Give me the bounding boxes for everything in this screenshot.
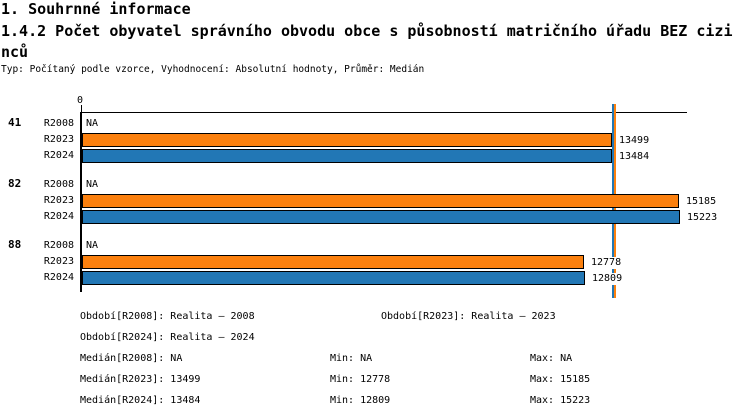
- bar-value-label: 13499: [618, 135, 651, 147]
- legend-min-r2024: Min: 12809: [330, 395, 391, 406]
- legend-period-r2023: Období[R2023]: Realita – 2023: [381, 311, 556, 322]
- na-value-label: NA: [86, 118, 99, 129]
- legend-max-r2024: Max: 15223: [530, 395, 591, 406]
- legend-min-r2008: Min: NA: [330, 353, 373, 364]
- y-axis-line: [80, 112, 82, 292]
- legend-period-r2024: Období[R2024]: Realita – 2024: [80, 332, 255, 343]
- bar-value-label: 12809: [591, 273, 624, 285]
- x-axis-zero-label: 0: [76, 95, 84, 106]
- na-value-label: NA: [86, 240, 99, 251]
- bar-r2024-88: [82, 271, 585, 285]
- bar-value-label: 15223: [686, 212, 719, 224]
- legend-median-r2023: Medián[R2023]: 13499: [80, 374, 201, 385]
- series-row-label: R2024: [43, 211, 74, 222]
- category-label: 41: [8, 116, 22, 129]
- legend-period-r2008: Období[R2008]: Realita – 2008: [80, 311, 255, 322]
- legend-max-r2008: Max: NA: [530, 353, 573, 364]
- bar-value-label: 13484: [618, 151, 651, 163]
- series-row-label: R2023: [43, 256, 74, 267]
- series-row-label: R2023: [43, 195, 74, 206]
- x-axis-tick: [81, 105, 82, 112]
- legend-median-r2008: Medián[R2008]: NA: [80, 353, 183, 364]
- legend-max-r2023: Max: 15185: [530, 374, 591, 385]
- bar-r2023-88: [82, 255, 584, 269]
- report-title: 1. Souhrnné informace: [1, 0, 191, 18]
- legend-median-r2024: Medián[R2024]: 13484: [80, 395, 201, 406]
- bar-r2024-41: [82, 149, 612, 163]
- bar-value-label: 15185: [685, 196, 718, 208]
- bar-r2023-41: [82, 133, 612, 147]
- series-row-label: R2024: [43, 272, 74, 283]
- series-row-label: R2023: [43, 134, 74, 145]
- x-axis-line: [81, 112, 687, 113]
- category-label: 88: [8, 238, 22, 251]
- bar-value-label: 12778: [590, 257, 623, 269]
- series-row-label: R2024: [43, 150, 74, 161]
- series-row-label: R2008: [43, 240, 74, 251]
- legend-min-r2023: Min: 12778: [330, 374, 391, 385]
- bar-r2023-82: [82, 194, 679, 208]
- series-row-label: R2008: [43, 118, 74, 129]
- population-bar-chart: 0 41 R2008 NA R2023 13499 R2024 13484 82 R2008 NA…: [0, 90, 750, 305]
- bar-r2024-82: [82, 210, 680, 224]
- na-value-label: NA: [86, 179, 99, 190]
- series-row-label: R2008: [43, 179, 74, 190]
- category-label: 82: [8, 177, 22, 190]
- report-subtitle: 1.4.2 Počet obyvatel správního obvodu ob…: [1, 22, 733, 61]
- report-meta-line: Typ: Počítaný podle vzorce, Vyhodnocení:…: [1, 64, 425, 75]
